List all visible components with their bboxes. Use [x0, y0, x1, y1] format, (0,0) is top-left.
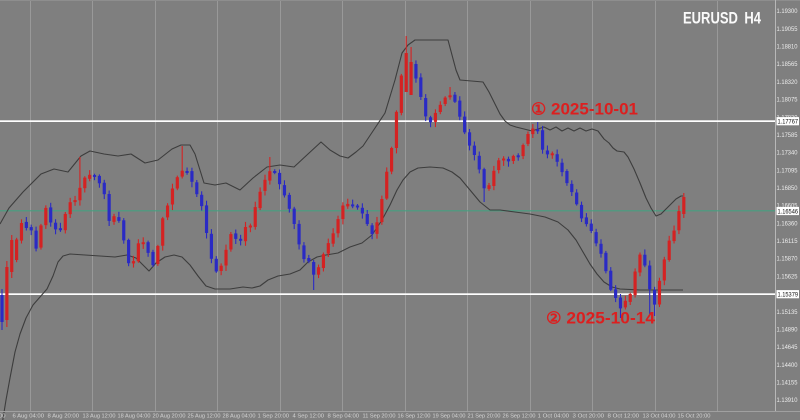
- svg-text:② 2025-10-14: ② 2025-10-14: [546, 310, 656, 328]
- svg-text:25 Aug 12:00: 25 Aug 12:00: [188, 414, 222, 420]
- svg-text:13 Aug 12:00: 13 Aug 12:00: [83, 414, 117, 420]
- svg-text:8 Aug 20:00: 8 Aug 20:00: [48, 414, 80, 420]
- svg-text:1.15625: 1.15625: [777, 273, 798, 280]
- svg-text:1.15379: 1.15379: [778, 292, 799, 299]
- svg-text:16 Sep 12:00: 16 Sep 12:00: [398, 414, 432, 420]
- svg-text:13 Oct 04:00: 13 Oct 04:00: [643, 414, 677, 420]
- svg-text:8 Sep 04:00: 8 Sep 04:00: [328, 414, 360, 420]
- svg-text:15 Oct 20:00: 15 Oct 20:00: [678, 414, 712, 420]
- svg-text:1.19300: 1.19300: [777, 8, 798, 15]
- svg-text:1.17585: 1.17585: [777, 132, 798, 139]
- svg-text:19 Sep 04:00: 19 Sep 04:00: [433, 414, 467, 420]
- svg-text:1.17767: 1.17767: [778, 119, 799, 126]
- svg-text:6 Aug 04:00: 6 Aug 04:00: [13, 414, 45, 420]
- svg-text:1 Sep 20:00: 1 Sep 20:00: [258, 414, 290, 420]
- svg-text:1.15870: 1.15870: [777, 256, 798, 263]
- svg-text:① 2025-10-01: ① 2025-10-01: [531, 101, 638, 119]
- svg-text:1.16546: 1.16546: [778, 208, 799, 215]
- svg-text:1.16605: 1.16605: [777, 203, 798, 210]
- svg-text:1.18320: 1.18320: [777, 79, 798, 86]
- svg-text:1.17095: 1.17095: [777, 167, 798, 174]
- svg-text:1.14155: 1.14155: [777, 380, 798, 387]
- svg-text:26 Sep 12:00: 26 Sep 12:00: [503, 414, 537, 420]
- svg-text:00: 00: [0, 414, 6, 420]
- svg-text:1.18810: 1.18810: [777, 44, 798, 51]
- svg-text:8 Oct 12:00: 8 Oct 12:00: [608, 414, 640, 420]
- svg-text:1.15135: 1.15135: [777, 309, 798, 316]
- svg-text:1.18075: 1.18075: [777, 97, 798, 104]
- svg-text:EURUSD H4: EURUSD H4: [683, 10, 762, 28]
- svg-text:1 Oct 04:00: 1 Oct 04:00: [538, 414, 570, 420]
- svg-text:1.16115: 1.16115: [777, 238, 798, 245]
- svg-text:18 Aug 04:00: 18 Aug 04:00: [118, 414, 152, 420]
- svg-text:1.19055: 1.19055: [777, 26, 798, 33]
- svg-text:1.14890: 1.14890: [777, 326, 798, 333]
- svg-text:1.14400: 1.14400: [777, 362, 798, 369]
- svg-text:1.13910: 1.13910: [777, 397, 798, 404]
- svg-text:4 Sep 12:00: 4 Sep 12:00: [293, 414, 325, 420]
- svg-text:11 Sep 20:00: 11 Sep 20:00: [363, 414, 397, 420]
- svg-text:1.17340: 1.17340: [777, 150, 798, 157]
- svg-text:1.16850: 1.16850: [777, 185, 798, 192]
- svg-text:3 Oct 20:00: 3 Oct 20:00: [573, 414, 605, 420]
- svg-text:20 Aug 20:00: 20 Aug 20:00: [153, 414, 187, 420]
- svg-text:1.14645: 1.14645: [777, 344, 798, 351]
- svg-text:28 Aug 04:00: 28 Aug 04:00: [223, 414, 257, 420]
- svg-text:1.16360: 1.16360: [777, 220, 798, 227]
- svg-text:1.18565: 1.18565: [777, 61, 798, 68]
- svg-text:21 Sep 20:00: 21 Sep 20:00: [468, 414, 502, 420]
